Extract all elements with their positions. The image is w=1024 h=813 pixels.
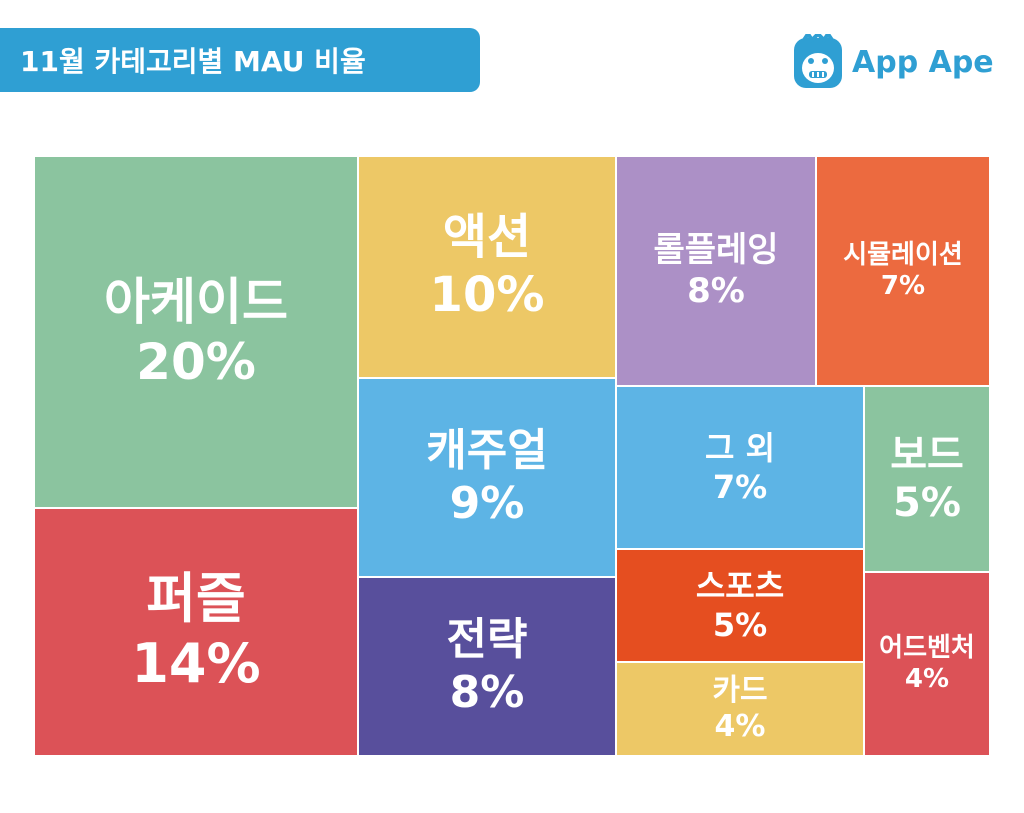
treemap-cell-label: 시뮬레이션 — [843, 239, 963, 270]
treemap-cell-value: 4% — [904, 664, 950, 694]
treemap-cell-label: 롤플레잉 — [653, 230, 779, 271]
treemap-cell-label: 캐주얼 — [426, 424, 548, 476]
treemap-cell-value: 14% — [131, 632, 261, 695]
treemap-cell-label: 전략 — [446, 613, 528, 665]
treemap-cell-value: 8% — [449, 666, 525, 718]
treemap-cell-value: 8% — [687, 271, 745, 311]
treemap-cell-label: 스포츠 — [695, 567, 785, 606]
treemap-cell-value: 7% — [712, 467, 768, 506]
chart-title: 11월 카테고리별 MAU 비율 — [0, 28, 480, 92]
treemap-cell-label: 그 외 — [704, 429, 776, 468]
treemap-cell-value: 9% — [449, 477, 525, 529]
treemap-cell: 시뮬레이션 7% — [816, 156, 990, 386]
treemap-cell-label: 아케이드 — [104, 273, 288, 331]
treemap-cell-label: 퍼즐 — [146, 567, 246, 631]
treemap-cell: 카드 4% — [616, 662, 864, 756]
treemap-chart: 아케이드 20% 퍼즐 14% 액션 10% 캐주얼 9% 전략 8% 롤플레잉 8% 시뮬레이션 7% 그… — [34, 156, 990, 756]
treemap-cell: 롤플레잉 8% — [616, 156, 816, 386]
treemap-cell: 스포츠 5% — [616, 549, 864, 662]
treemap-cell: 보드 5% — [864, 386, 990, 572]
ape-face-icon — [794, 34, 842, 88]
treemap-cell: 어드벤처 4% — [864, 572, 990, 756]
chart-title-text: 11월 카테고리별 MAU 비율 — [20, 45, 366, 78]
treemap-cell: 아케이드 20% — [34, 156, 358, 508]
treemap-cell-value: 20% — [136, 333, 256, 391]
treemap-cell: 캐주얼 9% — [358, 378, 616, 577]
treemap-cell-value: 4% — [714, 709, 766, 744]
treemap-cell: 전략 8% — [358, 577, 616, 756]
treemap-cell-label: 액션 — [442, 209, 532, 266]
treemap-cell: 퍼즐 14% — [34, 508, 358, 756]
treemap-cell-value: 10% — [429, 267, 545, 323]
treemap-cell-label: 어드벤처 — [879, 632, 975, 663]
treemap-cell-value: 5% — [712, 605, 768, 644]
treemap-cell-label: 보드 — [890, 432, 964, 478]
treemap-cell: 액션 10% — [358, 156, 616, 378]
treemap-cell: 그 외 7% — [616, 386, 864, 549]
treemap-cell-value: 7% — [880, 271, 926, 301]
app-ape-logo: App Ape — [792, 34, 994, 90]
treemap-cell-label: 카드 — [712, 673, 768, 708]
treemap-cell-value: 5% — [893, 480, 961, 526]
logo-text: App Ape — [852, 44, 994, 80]
